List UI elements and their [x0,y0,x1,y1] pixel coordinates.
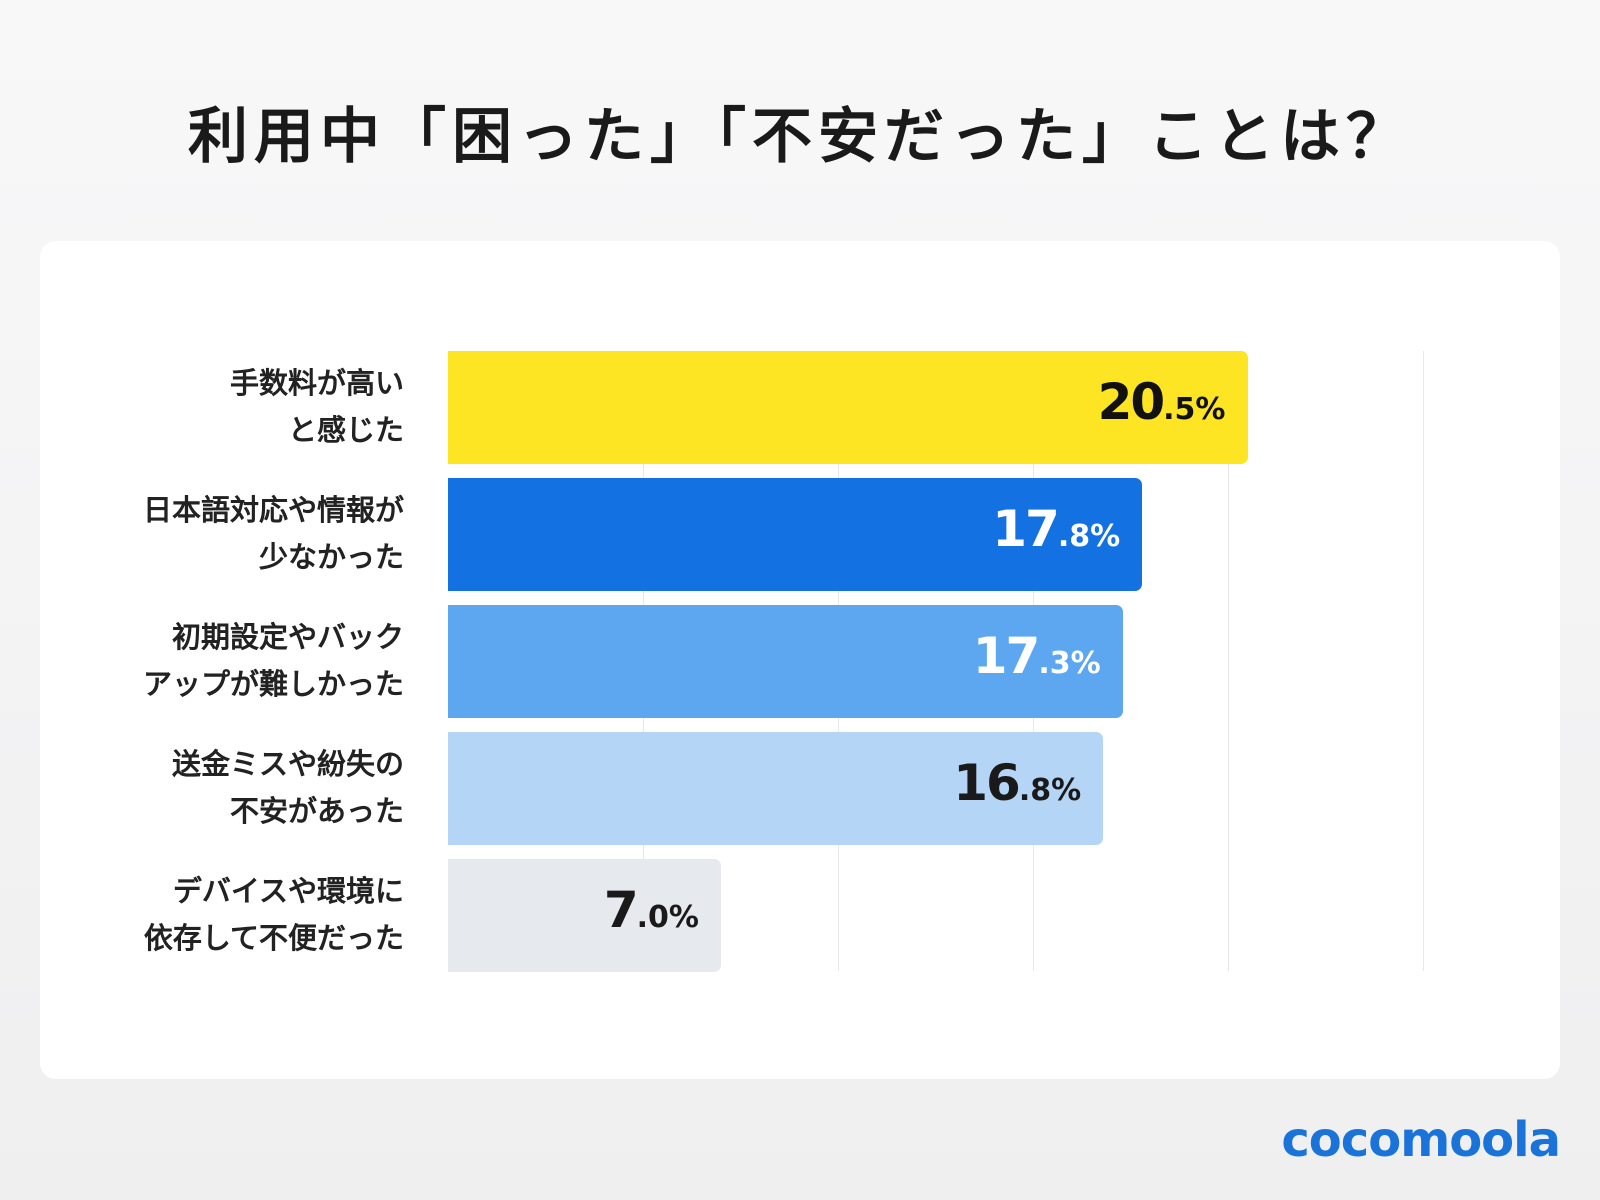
chart-title: 利用中「困った」「不安だった」ことは？ [188,102,1412,172]
data-label: 7.0% [604,881,699,939]
cocomoola-logo: cocomoola [1281,1112,1561,1168]
data-label-integer: 20 [1097,373,1166,431]
data-label: 17.3% [973,627,1101,685]
data-label-integer: 7 [603,881,639,939]
data-label: 16.8% [953,754,1081,812]
category-label: デバイスや環境に 依存して不便だった [143,874,404,955]
category-label: 手数料が高い と感じた [229,366,404,447]
gridline [1423,351,1424,971]
bar [448,859,721,972]
category-label: 初期設定やバック アップが難しかった [142,620,404,701]
data-label-integer: 17 [972,627,1041,685]
bar [448,351,1248,464]
data-label-decimal: .3% [1038,646,1101,681]
category-label: 送金ミスや紛失の 不安があった [171,747,404,828]
data-label-integer: 16 [953,754,1021,812]
data-label-decimal: .8% [1018,773,1082,808]
data-label-decimal: .8% [1057,519,1121,554]
data-label-decimal: .5% [1163,392,1226,427]
bar [448,732,1104,845]
category-label: 日本語対応や情報が 少なかった [142,493,404,574]
gridline [1228,351,1229,971]
data-label-decimal: .0% [636,900,699,935]
bar [448,605,1123,718]
data-label: 17.8% [992,500,1120,558]
data-label-integer: 17 [992,500,1060,558]
data-label: 20.5% [1098,373,1226,431]
bar [448,478,1143,591]
